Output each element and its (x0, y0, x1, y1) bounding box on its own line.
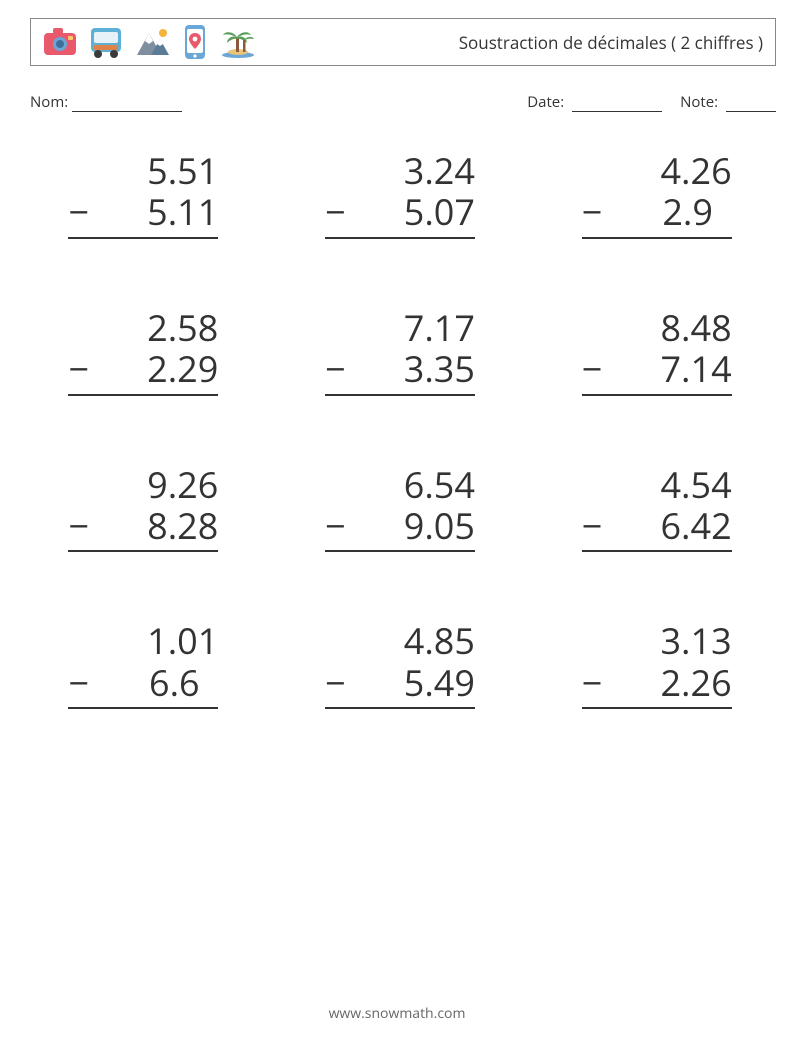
date-label: Date: (527, 92, 564, 112)
minus-sign: − (325, 505, 349, 546)
subtrahend: 7.14 (606, 348, 732, 389)
header-box: Soustraction de décimales ( 2 chiffres ) (30, 18, 776, 66)
minuend: 7.17 (349, 307, 475, 348)
problem: 3.24 −5.07 (325, 150, 475, 239)
note-label: Note: (680, 92, 718, 112)
minuend: 5.51 (92, 150, 218, 191)
minuend: 6.54 (349, 464, 475, 505)
subtrahend: 8.28 (92, 505, 218, 546)
minus-sign: − (582, 662, 606, 703)
subtrahend: 2.26 (606, 662, 732, 703)
subtrahend: 5.07 (349, 191, 475, 232)
answer-rule (582, 707, 732, 709)
minus-sign: − (325, 191, 349, 232)
subtrahend: 2.29 (92, 348, 218, 389)
answer-rule (68, 237, 218, 239)
subtrahend: 9.05 (349, 505, 475, 546)
answer-rule (582, 550, 732, 552)
answer-rule (582, 237, 732, 239)
date-field: Date: (527, 92, 662, 112)
problem: 2.58 −2.29 (68, 307, 218, 396)
minus-sign: − (68, 662, 92, 703)
problem: 5.51 −5.11 (68, 150, 218, 239)
answer-rule (325, 550, 475, 552)
mountain-icon (135, 27, 171, 57)
worksheet-page: Soustraction de décimales ( 2 chiffres )… (0, 0, 794, 1053)
note-field: Note: (680, 92, 776, 112)
minuend: 9.26 (92, 464, 218, 505)
minus-sign: − (325, 662, 349, 703)
minuend: 3.24 (349, 150, 475, 191)
note-blank[interactable] (726, 95, 776, 112)
answer-rule (68, 707, 218, 709)
phone-pin-icon (183, 24, 207, 60)
answer-rule (325, 394, 475, 396)
minuend: 3.13 (606, 620, 732, 661)
problem: 7.17 −3.35 (325, 307, 475, 396)
minuend: 1.01 (92, 620, 218, 661)
answer-rule (582, 394, 732, 396)
problem: 9.26 −8.28 (68, 464, 218, 553)
subtrahend: 2.9 (606, 191, 732, 232)
problem: 3.13 −2.26 (582, 620, 732, 709)
icon-strip (43, 24, 257, 60)
worksheet-title: Soustraction de décimales ( 2 chiffres ) (459, 31, 763, 54)
problem: 1.01 −6.6 (68, 620, 218, 709)
date-blank[interactable] (572, 95, 662, 112)
answer-rule (325, 237, 475, 239)
problem: 4.85 −5.49 (325, 620, 475, 709)
problems-grid: 5.51 −5.11 3.24 −5.07 4.26 −2.9 2.58 −2.… (60, 150, 740, 709)
minuend: 4.26 (606, 150, 732, 191)
subtrahend: 5.49 (349, 662, 475, 703)
minus-sign: − (325, 348, 349, 389)
problem: 4.54 −6.42 (582, 464, 732, 553)
minuend: 4.85 (349, 620, 475, 661)
minuend: 8.48 (606, 307, 732, 348)
minus-sign: − (582, 505, 606, 546)
problem: 8.48 −7.14 (582, 307, 732, 396)
meta-row: Nom: Date: Note: (30, 92, 776, 112)
subtrahend: 6.6 (92, 662, 218, 703)
minus-sign: − (68, 505, 92, 546)
subtrahend: 5.11 (92, 191, 218, 232)
bus-icon (89, 25, 123, 59)
name-label: Nom: (30, 92, 68, 112)
subtrahend: 3.35 (349, 348, 475, 389)
minus-sign: − (68, 348, 92, 389)
answer-rule (68, 550, 218, 552)
answer-rule (68, 394, 218, 396)
minuend: 2.58 (92, 307, 218, 348)
minuend: 4.54 (606, 464, 732, 505)
footer-url: www.snowmath.com (0, 1004, 794, 1023)
minus-sign: − (582, 191, 606, 232)
minus-sign: − (68, 191, 92, 232)
island-icon (219, 25, 257, 59)
camera-icon (43, 27, 77, 57)
name-field: Nom: (30, 92, 182, 112)
subtrahend: 6.42 (606, 505, 732, 546)
problem: 6.54 −9.05 (325, 464, 475, 553)
answer-rule (325, 707, 475, 709)
minus-sign: − (582, 348, 606, 389)
name-blank[interactable] (72, 95, 182, 112)
problem: 4.26 −2.9 (582, 150, 732, 239)
